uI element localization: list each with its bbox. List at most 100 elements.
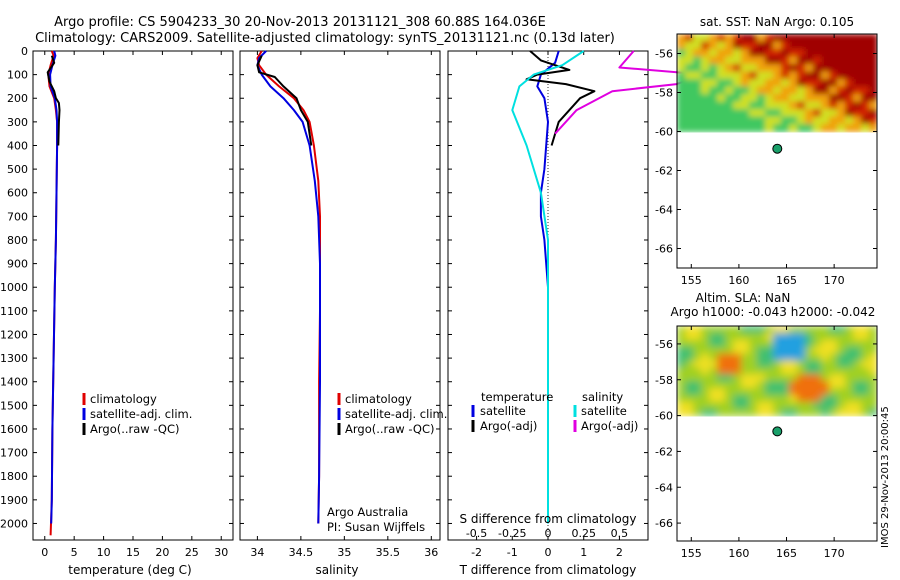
heatmap-cell bbox=[677, 381, 686, 389]
heatmap-cell bbox=[805, 86, 814, 95]
heatmap-cell bbox=[749, 101, 758, 110]
map-y-tick-label: -58 bbox=[655, 374, 673, 387]
depth-tick-label: 0 bbox=[21, 45, 28, 58]
heatmap-cell bbox=[789, 339, 798, 348]
heatmap-cell bbox=[781, 101, 790, 110]
heatmap-cell bbox=[701, 353, 710, 362]
heatmap-cell bbox=[693, 346, 702, 355]
heatmap-cell bbox=[845, 360, 854, 368]
heatmap-cell bbox=[693, 381, 702, 389]
depth-tick-label: 1300 bbox=[0, 352, 28, 365]
heatmap-cell bbox=[805, 388, 814, 396]
x-tick-label: 0 bbox=[41, 546, 48, 559]
heatmap-cell bbox=[693, 339, 702, 348]
heatmap-cell bbox=[821, 34, 830, 43]
heatmap-cell bbox=[805, 326, 814, 334]
heatmap-cell bbox=[693, 71, 702, 80]
heatmap-cell bbox=[861, 346, 870, 355]
salinity-xlabel: salinity bbox=[315, 563, 358, 577]
x-tick-label: 34 bbox=[250, 546, 264, 559]
heatmap-cell bbox=[749, 339, 758, 348]
heatmap-cell bbox=[797, 64, 806, 73]
heatmap-cell bbox=[693, 326, 702, 334]
heatmap-cell bbox=[813, 94, 822, 103]
heatmap-cell bbox=[757, 86, 766, 95]
heatmap-cell bbox=[813, 360, 822, 368]
heatmap-cell bbox=[677, 339, 686, 348]
map-x-tick-label: 160 bbox=[728, 547, 749, 560]
heatmap-cell bbox=[789, 332, 798, 341]
heatmap-cell bbox=[773, 116, 782, 125]
heatmap-cell bbox=[693, 388, 702, 396]
heatmap-cell bbox=[709, 116, 718, 125]
heatmap-cell bbox=[861, 374, 870, 382]
heatmap-cell bbox=[717, 408, 726, 417]
heatmap-cell bbox=[837, 86, 846, 95]
heatmap-cell bbox=[725, 360, 734, 368]
heatmap-cell bbox=[677, 332, 686, 341]
heatmap-cell bbox=[797, 360, 806, 368]
heatmap-cell bbox=[685, 101, 694, 110]
heatmap-cell bbox=[757, 394, 766, 403]
heatmap-cell bbox=[853, 326, 862, 334]
heatmap-cell bbox=[749, 34, 758, 43]
heatmap-cell bbox=[813, 86, 822, 95]
heatmap-cell bbox=[685, 71, 694, 80]
heatmap-cell bbox=[709, 326, 718, 334]
map-y-tick-label: -62 bbox=[655, 445, 673, 458]
heatmap-cell bbox=[717, 401, 726, 410]
heatmap-cell bbox=[861, 101, 870, 110]
heatmap-cell bbox=[701, 94, 710, 103]
heatmap-cell bbox=[733, 41, 742, 50]
heatmap-cell bbox=[869, 56, 877, 65]
heatmap-cell bbox=[749, 353, 758, 362]
heatmap-cell bbox=[765, 94, 774, 103]
heatmap-cell bbox=[709, 64, 718, 73]
heatmap-cell bbox=[717, 353, 726, 362]
heatmap-cell bbox=[797, 326, 806, 334]
heatmap-cell bbox=[749, 41, 758, 50]
heatmap-cell bbox=[725, 353, 734, 362]
heatmap-cell bbox=[701, 394, 710, 403]
heatmap-cell bbox=[829, 326, 838, 334]
heatmap-cell bbox=[781, 79, 790, 88]
heatmap-cell bbox=[853, 116, 862, 125]
x-tick-label: 34.5 bbox=[289, 546, 314, 559]
heatmap-cell bbox=[733, 401, 742, 410]
heatmap-cell bbox=[837, 332, 846, 341]
heatmap-cell bbox=[685, 326, 694, 334]
temperature-axes-frame bbox=[32, 50, 234, 541]
heatmap-cell bbox=[709, 332, 718, 341]
heatmap-cell bbox=[733, 94, 742, 103]
heatmap-cell bbox=[869, 86, 877, 95]
heatmap-cell bbox=[861, 388, 870, 396]
map-x-tick-label: 170 bbox=[824, 274, 845, 287]
heatmap-cell bbox=[781, 64, 790, 73]
heatmap-cell bbox=[837, 71, 846, 80]
heatmap-cell bbox=[741, 86, 750, 95]
heatmap-cell bbox=[749, 394, 758, 403]
heatmap-cell bbox=[781, 116, 790, 125]
salinity-legend: climatology satellite-adj. clim. Argo(..… bbox=[337, 392, 447, 436]
heatmap-cell bbox=[853, 360, 862, 368]
x-tick-label: 10 bbox=[97, 546, 111, 559]
heatmap-cell bbox=[861, 116, 870, 125]
heatmap-cell bbox=[725, 394, 734, 403]
heatmap-cell bbox=[845, 381, 854, 389]
temperature-panel: 0100200300400500600700800900100011001200… bbox=[0, 45, 234, 577]
heatmap-cell bbox=[693, 367, 702, 375]
salinity-panel: 34 34.5 35 35.5 36 salinity climatology sate… bbox=[239, 50, 447, 577]
heatmap-cell bbox=[749, 109, 758, 118]
heatmap-cell bbox=[821, 109, 830, 118]
heatmap-cell bbox=[813, 374, 822, 382]
heatmap-cell bbox=[701, 109, 710, 118]
legend-argo: Argo(..raw -QC) bbox=[345, 422, 435, 436]
depth-tick-label: 1800 bbox=[0, 470, 28, 483]
heatmap-cell bbox=[789, 346, 798, 355]
s-difference-label: S difference from climatology bbox=[460, 512, 637, 526]
depth-tick-label: 300 bbox=[7, 116, 28, 129]
heatmap-cell bbox=[749, 86, 758, 95]
sla-map-title: Altim. SLA: NaN bbox=[696, 291, 791, 305]
heatmap-cell bbox=[861, 56, 870, 65]
heatmap-cell bbox=[749, 332, 758, 341]
